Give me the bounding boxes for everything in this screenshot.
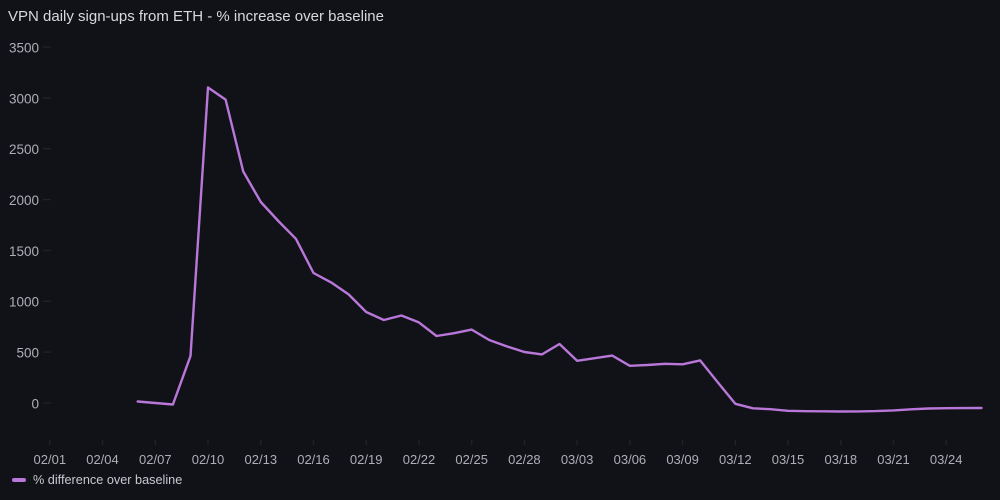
- svg-text:02/13: 02/13: [245, 452, 278, 467]
- svg-text:03/06: 03/06: [614, 452, 647, 467]
- svg-text:03/09: 03/09: [666, 452, 699, 467]
- svg-text:3000: 3000: [9, 91, 39, 106]
- svg-text:02/07: 02/07: [139, 452, 172, 467]
- svg-text:03/24: 03/24: [930, 452, 963, 467]
- svg-text:% difference over baseline: % difference over baseline: [33, 473, 182, 487]
- svg-text:02/04: 02/04: [86, 452, 119, 467]
- svg-text:0: 0: [31, 396, 39, 411]
- svg-text:2500: 2500: [9, 142, 39, 157]
- svg-text:02/22: 02/22: [403, 452, 436, 467]
- svg-text:02/25: 02/25: [455, 452, 488, 467]
- svg-text:3500: 3500: [9, 40, 39, 55]
- svg-text:02/16: 02/16: [297, 452, 330, 467]
- svg-text:1000: 1000: [9, 295, 39, 310]
- svg-text:02/28: 02/28: [508, 452, 541, 467]
- svg-text:02/10: 02/10: [192, 452, 225, 467]
- svg-text:500: 500: [16, 346, 39, 361]
- svg-text:03/21: 03/21: [877, 452, 910, 467]
- svg-text:03/15: 03/15: [772, 452, 805, 467]
- svg-text:02/19: 02/19: [350, 452, 383, 467]
- svg-text:03/12: 03/12: [719, 452, 752, 467]
- svg-text:VPN daily sign-ups from ETH -: VPN daily sign-ups from ETH - % increase…: [8, 8, 384, 25]
- svg-text:03/03: 03/03: [561, 452, 594, 467]
- svg-text:03/18: 03/18: [825, 452, 858, 467]
- svg-text:1500: 1500: [9, 244, 39, 259]
- svg-text:02/01: 02/01: [34, 452, 67, 467]
- svg-text:2000: 2000: [9, 193, 39, 208]
